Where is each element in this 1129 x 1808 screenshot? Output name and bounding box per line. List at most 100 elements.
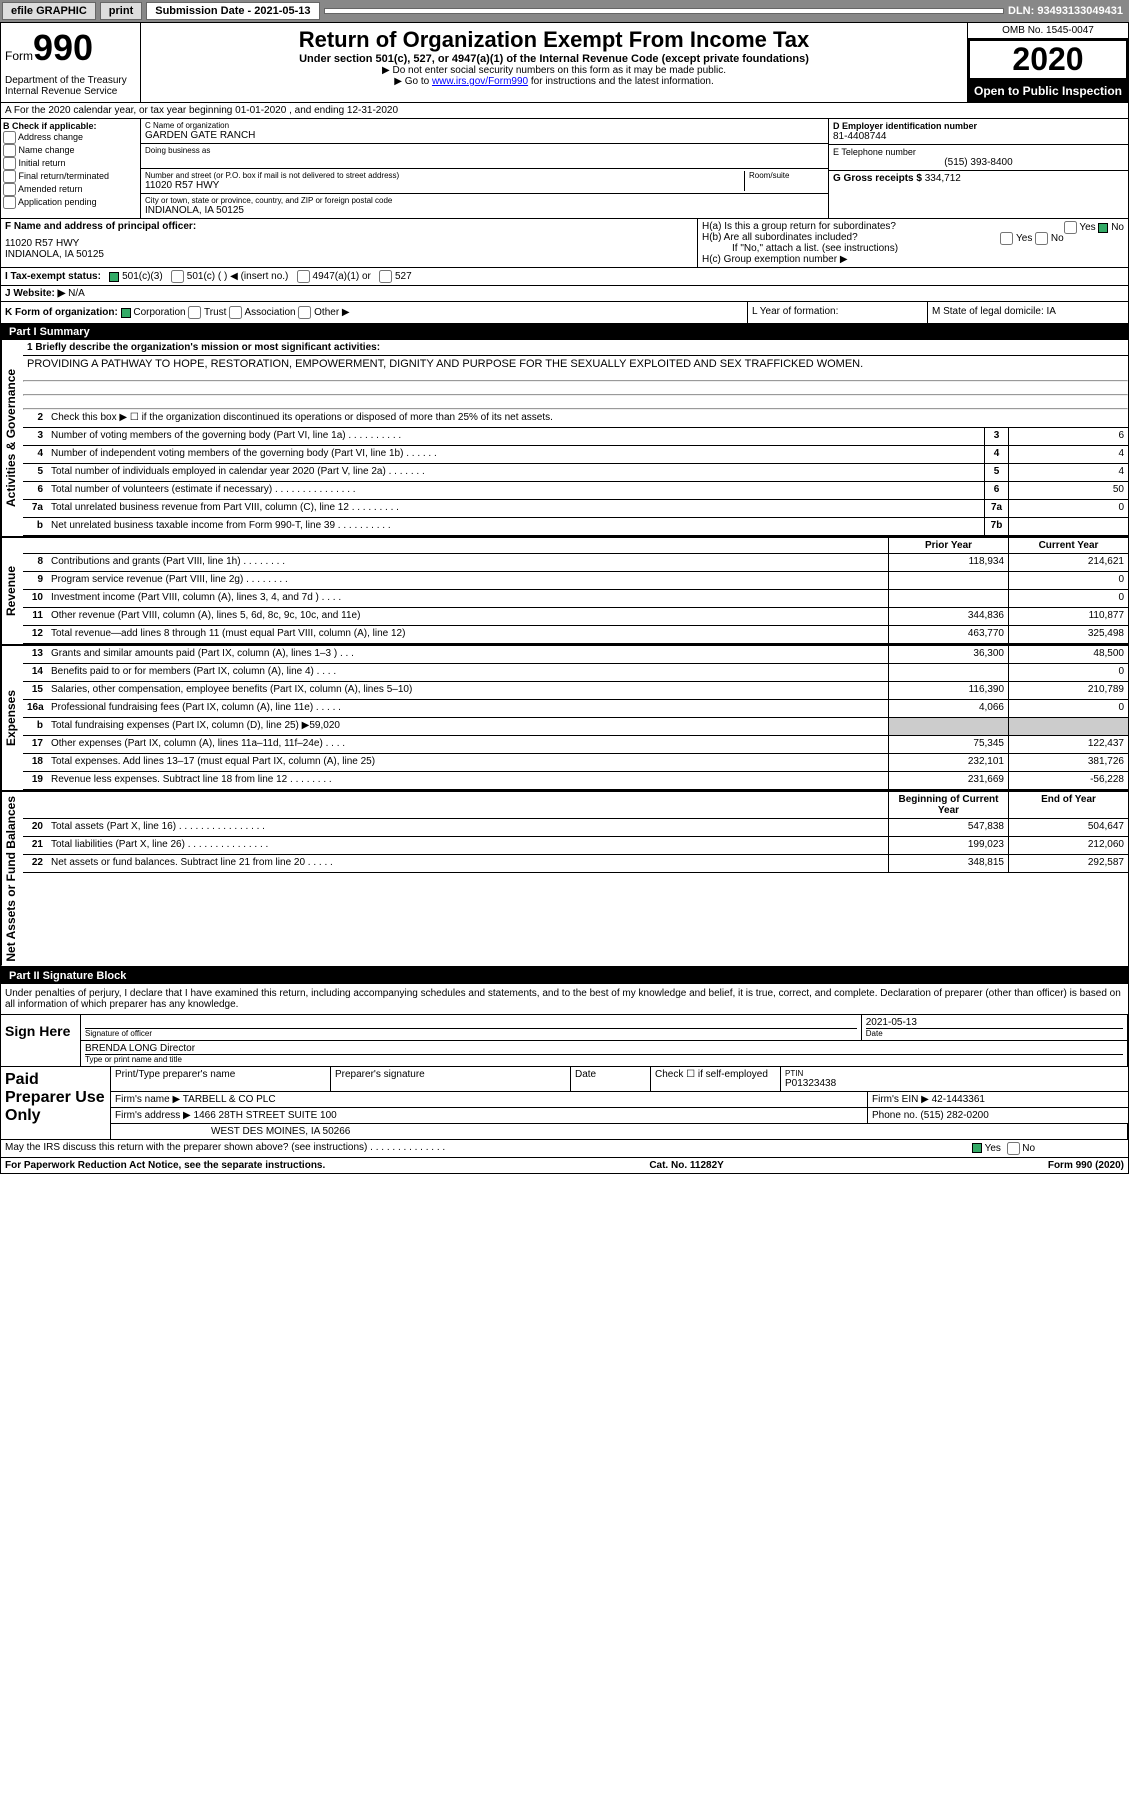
form-word: Form	[5, 49, 33, 63]
line14-curr: 0	[1008, 664, 1128, 681]
line9-curr: 0	[1008, 572, 1128, 589]
line18-curr: 381,726	[1008, 754, 1128, 771]
print-button[interactable]: print	[100, 2, 142, 20]
chk-name-change[interactable]: Name change	[3, 144, 138, 157]
line5-desc: Total number of individuals employed in …	[47, 464, 984, 481]
firm-ein-lbl: Firm's EIN ▶	[872, 1094, 929, 1105]
hb-yes-chk[interactable]	[1000, 232, 1013, 245]
prep-selfemp: Check ☐ if self-employed	[651, 1067, 781, 1091]
line15-desc: Salaries, other compensation, employee b…	[47, 682, 888, 699]
hb-label: H(b) Are all subordinates included?	[702, 232, 858, 243]
chk-address-change[interactable]: Address change	[3, 131, 138, 144]
line6-val: 50	[1008, 482, 1128, 499]
chk-501c3[interactable]	[109, 272, 119, 282]
footer-right: Form 990 (2020)	[1048, 1160, 1124, 1171]
ha-no-chk[interactable]	[1098, 223, 1108, 233]
line19-prior: 231,669	[888, 772, 1008, 789]
org-name: GARDEN GATE RANCH	[145, 130, 824, 141]
form-990: Form990 Department of the Treasury Inter…	[0, 22, 1129, 1174]
row-j-website: J Website: ▶ N/A	[1, 286, 1128, 302]
ha-yes-chk[interactable]	[1064, 221, 1077, 234]
line21-curr: 212,060	[1008, 837, 1128, 854]
line22-desc: Net assets or fund balances. Subtract li…	[47, 855, 888, 872]
gross-receipts-label: G Gross receipts $	[833, 173, 922, 184]
chk-501c[interactable]	[171, 270, 184, 283]
spacer	[324, 8, 1004, 14]
chk-assoc[interactable]	[229, 306, 242, 319]
firm-name: TARBELL & CO PLC	[183, 1094, 276, 1105]
col-b-checkboxes: B Check if applicable: Address change Na…	[1, 119, 141, 218]
goto-note: ▶ Go to www.irs.gov/Form990 for instruct…	[145, 76, 963, 87]
tax-year: 2020	[968, 39, 1128, 80]
row-f-h: F Name and address of principal officer:…	[1, 219, 1128, 268]
sig-officer-lbl: Signature of officer	[85, 1028, 857, 1038]
part2-header: Part II Signature Block	[1, 968, 1128, 984]
form-number: 990	[33, 27, 93, 68]
line7a-val: 0	[1008, 500, 1128, 517]
phone-label: E Telephone number	[833, 147, 1124, 157]
ptin-hdr: PTIN	[785, 1069, 836, 1078]
signature-block: Under penalties of perjury, I declare th…	[1, 984, 1128, 1067]
footer-left: For Paperwork Reduction Act Notice, see …	[5, 1160, 325, 1171]
row-a-period: A For the 2020 calendar year, or tax yea…	[1, 103, 1128, 119]
irs-link[interactable]: www.irs.gov/Form990	[432, 76, 528, 87]
k-label: K Form of organization:	[5, 307, 118, 318]
line4-val: 4	[1008, 446, 1128, 463]
expenses-group: Expenses 13Grants and similar amounts pa…	[1, 646, 1128, 792]
line13-desc: Grants and similar amounts paid (Part IX…	[47, 646, 888, 663]
chk-pending[interactable]: Application pending	[3, 196, 138, 209]
prior-year-hdr: Prior Year	[888, 538, 1008, 553]
city-state-zip: INDIANOLA, IA 50125	[145, 205, 824, 216]
officer-label: F Name and address of principal officer:	[5, 221, 693, 232]
discuss-text: May the IRS discuss this return with the…	[1, 1140, 968, 1157]
chk-final-return[interactable]: Final return/terminated	[3, 170, 138, 183]
efile-button[interactable]: efile GRAPHIC	[2, 2, 96, 20]
omb-number: OMB No. 1545-0047	[968, 23, 1128, 39]
paid-label: Paid Preparer Use Only	[1, 1067, 111, 1139]
declaration: Under penalties of perjury, I declare th…	[1, 984, 1128, 1015]
officer-addr: 11020 R57 HWY INDIANOLA, IA 50125	[5, 232, 693, 260]
city-label: City or town, state or province, country…	[145, 196, 824, 205]
chk-amended[interactable]: Amended return	[3, 183, 138, 196]
line17-prior: 75,345	[888, 736, 1008, 753]
footer: For Paperwork Reduction Act Notice, see …	[1, 1158, 1128, 1173]
line12-curr: 325,498	[1008, 626, 1128, 643]
chk-trust[interactable]	[188, 306, 201, 319]
col-b-label: B Check if applicable:	[3, 121, 138, 131]
chk-initial-return[interactable]: Initial return	[3, 157, 138, 170]
line22-curr: 292,587	[1008, 855, 1128, 872]
chk-other[interactable]	[298, 306, 311, 319]
discuss-yes-chk[interactable]	[972, 1143, 982, 1153]
form-subtitle: Under section 501(c), 527, or 4947(a)(1)…	[145, 53, 963, 65]
line11-curr: 110,877	[1008, 608, 1128, 625]
firm-name-lbl: Firm's name ▶	[115, 1094, 180, 1105]
website-label: J Website: ▶	[5, 288, 65, 299]
form-id-block: Form990 Department of the Treasury Inter…	[1, 23, 141, 102]
chk-4947[interactable]	[297, 270, 310, 283]
line16a-prior: 4,066	[888, 700, 1008, 717]
firm-phone: (515) 282-0200	[920, 1110, 988, 1121]
line20-curr: 504,647	[1008, 819, 1128, 836]
line17-curr: 122,437	[1008, 736, 1128, 753]
ha-label: H(a) Is this a group return for subordin…	[702, 221, 896, 232]
revenue-tab: Revenue	[1, 538, 23, 644]
discuss-no-chk[interactable]	[1007, 1142, 1020, 1155]
line11-prior: 344,836	[888, 608, 1008, 625]
firm-addr-lbl: Firm's address ▶	[115, 1110, 191, 1121]
line19-desc: Revenue less expenses. Subtract line 18 …	[47, 772, 888, 789]
section-b-c-d: B Check if applicable: Address change Na…	[1, 119, 1128, 219]
dba-label: Doing business as	[145, 146, 824, 155]
ssn-note: ▶ Do not enter social security numbers o…	[145, 65, 963, 76]
col-d-e: D Employer identification number 81-4408…	[828, 119, 1128, 218]
firm-ein: 42-1443361	[932, 1094, 985, 1105]
chk-527[interactable]	[379, 270, 392, 283]
hb-no-chk[interactable]	[1035, 232, 1048, 245]
firm-addr2: WEST DES MOINES, IA 50266	[111, 1124, 1128, 1139]
sign-here-label: Sign Here	[1, 1015, 81, 1066]
col-c-org: C Name of organization GARDEN GATE RANCH…	[141, 119, 828, 218]
chk-corp[interactable]	[121, 308, 131, 318]
netassets-tab: Net Assets or Fund Balances	[1, 792, 23, 966]
line20-prior: 547,838	[888, 819, 1008, 836]
line7b-desc: Net unrelated business taxable income fr…	[47, 518, 984, 535]
l-year-formation: L Year of formation:	[748, 302, 928, 323]
